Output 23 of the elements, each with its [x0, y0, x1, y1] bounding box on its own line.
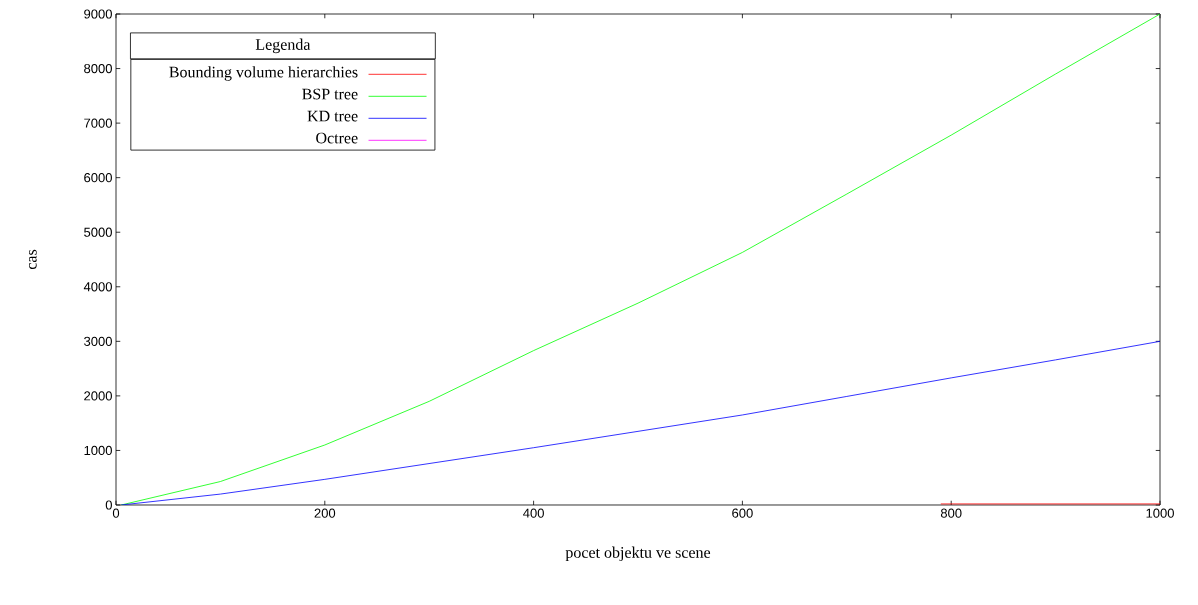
legend-label: KD tree [307, 110, 358, 122]
x-tick-label: 0 [112, 508, 120, 518]
y-tick-label: 6000 [84, 173, 112, 183]
legend-label: Bounding volume hierarchies [169, 66, 358, 81]
y-tick-label: 7000 [84, 118, 112, 128]
y-tick-label: 0 [105, 500, 112, 510]
x-tick-label: 800 [940, 508, 962, 518]
x-tick-label: 1000 [1146, 508, 1174, 518]
y-tick-label: 1000 [84, 445, 112, 456]
y-tick-label: 3000 [84, 336, 112, 346]
legend-label: Octree [316, 132, 358, 144]
x-axis-title: pocet objektu ve scene [565, 546, 711, 562]
y-tick-label: 2000 [84, 391, 112, 401]
x-tick-label: 200 [314, 508, 336, 518]
y-tick-label: 4000 [83, 282, 112, 292]
legend-title: Legenda [255, 38, 311, 54]
y-tick-label: 5000 [84, 227, 112, 237]
y-tick-label: 8000 [84, 63, 112, 74]
legend-label: BSP tree [302, 88, 358, 100]
y-tick-label: 9000 [84, 9, 112, 19]
x-tick-label: 400 [523, 508, 544, 518]
x-tick-label: 600 [732, 508, 753, 518]
y-axis-title: cas [28, 249, 37, 270]
